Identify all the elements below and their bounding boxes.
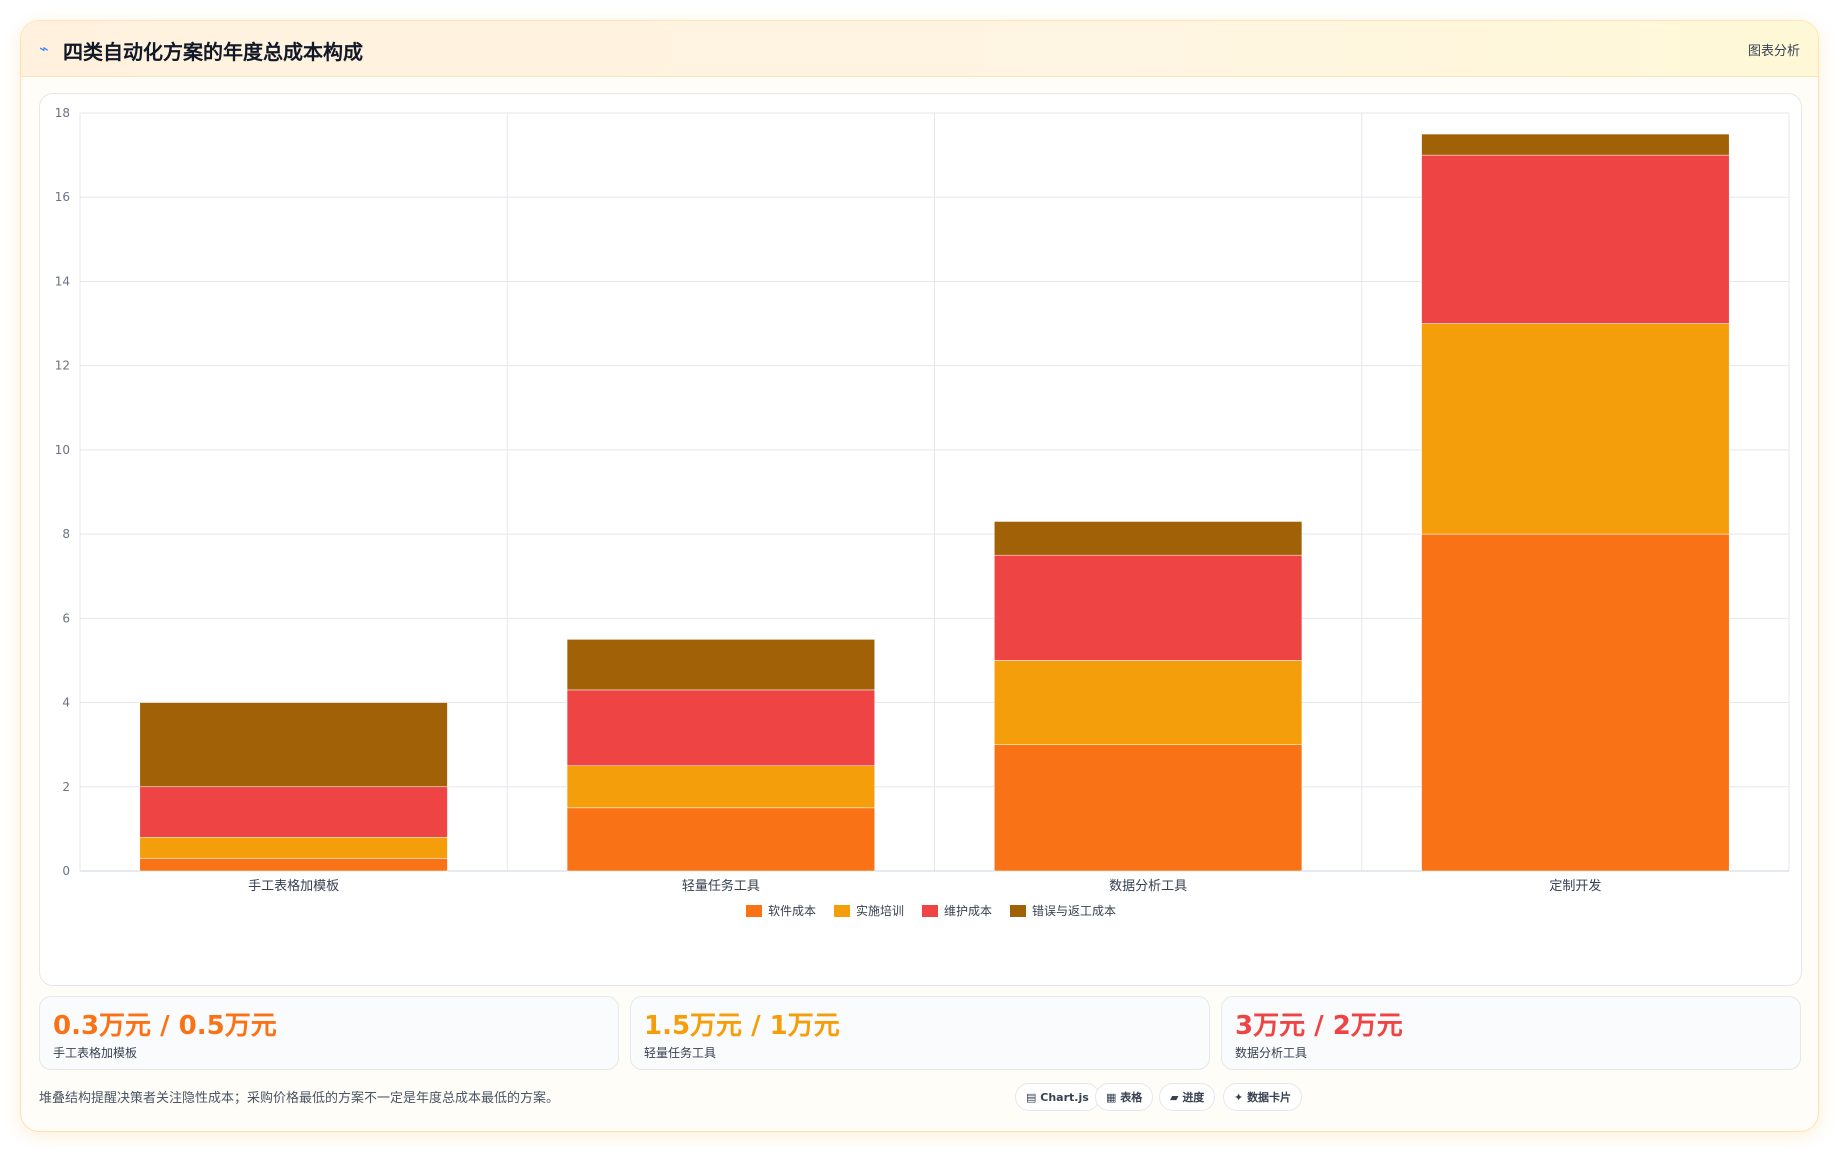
y-tick-label: 12 (55, 359, 70, 373)
y-tick-label: 10 (55, 443, 70, 457)
bar-segment (1421, 533, 1730, 872)
y-tick-label: 6 (62, 611, 70, 625)
x-tick-label: 轻量任务工具 (682, 878, 760, 894)
legend-label: 实施培训 (856, 903, 904, 918)
bar-segment (139, 837, 448, 859)
y-tick-label: 4 (62, 696, 70, 710)
chip-progress[interactable]: ▰ 进度 (1159, 1083, 1216, 1111)
bar-segment (994, 521, 1303, 556)
legend-swatch (1010, 905, 1026, 917)
footer-note: 堆叠结构提醒决策者关注隐性成本；采购价格最低的方案不一定是年度总成本最低的方案。 (39, 1091, 560, 1106)
bar-segment (566, 689, 875, 766)
legend-label: 维护成本 (944, 904, 992, 918)
stat-value: 3万元 / 2万元 (1235, 1011, 1403, 1041)
card-header: ⌁ 四类自动化方案的年度总成本构成 图表分析 (21, 21, 1818, 77)
page-title: 四类自动化方案的年度总成本构成 (63, 40, 363, 64)
y-tick-label: 14 (55, 274, 70, 288)
x-tick-label: 手工表格加模板 (248, 878, 339, 894)
y-tick-label: 16 (55, 190, 70, 204)
bar-segment (994, 660, 1303, 745)
chart-analysis-link[interactable]: 图表分析 (1747, 44, 1800, 59)
chip-label: 数据卡片 (1247, 1091, 1292, 1104)
legend-swatch (834, 905, 850, 917)
legend-swatch (746, 905, 762, 917)
bar-segment (1421, 133, 1730, 156)
bar-segment (994, 554, 1303, 661)
bar-segment (994, 744, 1303, 872)
chart-card: ⌁ 四类自动化方案的年度总成本构成 图表分析 0 2 4 6 8 10 12 14 16 18 手… (21, 21, 1818, 1131)
x-tick-label: 定制开发 (1549, 878, 1601, 894)
stat-value: 0.3万元 / 0.5万元 (53, 1011, 277, 1041)
y-tick-label: 2 (62, 780, 70, 794)
x-tick-label: 数据分析工具 (1109, 879, 1187, 894)
legend-swatch (922, 905, 938, 917)
table-icon: ▦ (1106, 1091, 1117, 1104)
bar-segment (566, 639, 875, 691)
chip-label: 进度 (1182, 1091, 1205, 1104)
chip-label: 表格 (1120, 1091, 1143, 1104)
bar-segment (566, 807, 875, 872)
progress-icon: ▰ (1170, 1091, 1179, 1104)
chart-line-icon: ⌁ (39, 39, 49, 58)
stat-label: 轻量任务工具 (644, 1046, 717, 1060)
chart-panel: 0 2 4 6 8 10 12 14 16 18 手工表格加模板 轻量任务工具 数据分析工具 定制开发 … (39, 93, 1802, 986)
stat-card-analysis-tool: 3万元 / 2万元 数据分析工具 (1221, 996, 1801, 1070)
legend-label: 软件成本 (768, 904, 816, 918)
stat-value: 1.5万元 / 1万元 (644, 1011, 840, 1041)
sparkle-icon: ✦ (1234, 1091, 1244, 1104)
bar-segment (566, 765, 875, 809)
stat-card-manual: 0.3万元 / 0.5万元 手工表格加模板 (39, 996, 619, 1070)
bar-segment (139, 702, 448, 788)
legend-label: 错误与返工成本 (1032, 904, 1116, 918)
chip-table[interactable]: ▦ 表格 (1095, 1083, 1154, 1111)
stat-label: 手工表格加模板 (53, 1046, 138, 1060)
chip-data-card[interactable]: ✦ 数据卡片 (1223, 1083, 1303, 1111)
chip-label: Chart.js (1040, 1091, 1089, 1104)
y-tick-label: 8 (62, 527, 70, 541)
stat-card-light-tool: 1.5万元 / 1万元 轻量任务工具 (630, 996, 1210, 1070)
chip-chartjs[interactable]: ▤ Chart.js (1015, 1083, 1100, 1111)
y-tick-label: 18 (55, 106, 70, 120)
y-tick-label: 0 (62, 864, 70, 878)
bar-segment (139, 786, 448, 838)
stat-label: 数据分析工具 (1235, 1046, 1308, 1060)
bar-segment (1421, 323, 1730, 535)
chart-icon: ▤ (1026, 1091, 1037, 1104)
bar-segment (1421, 154, 1730, 324)
bar-segment (139, 858, 448, 872)
